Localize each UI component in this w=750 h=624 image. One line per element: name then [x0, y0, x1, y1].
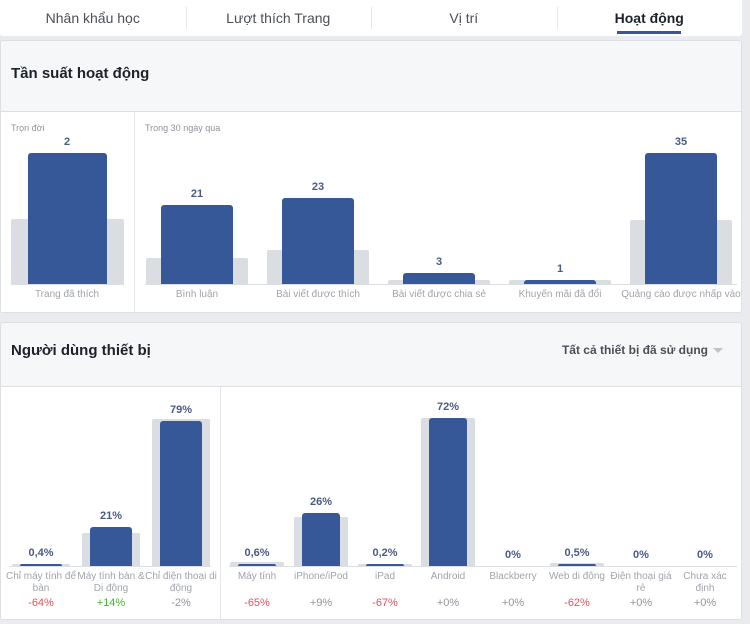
- value-label: 0%: [505, 549, 521, 561]
- value-bar: [558, 564, 596, 566]
- value-bar: [160, 420, 202, 566]
- value-bar: [366, 564, 404, 566]
- value-label: 72%: [436, 401, 460, 414]
- value-label: 0%: [697, 549, 713, 561]
- category-label: Khuyến mãi đã đổi: [518, 289, 602, 300]
- change-label: +0%: [501, 597, 525, 609]
- category-label: Chỉ máy tính để bàn: [5, 571, 77, 594]
- value-label: 26%: [309, 495, 333, 508]
- value-bar: [90, 527, 132, 566]
- tab-activity[interactable]: Hoạt động: [556, 0, 743, 36]
- divider: [220, 387, 221, 619]
- card-header: Người dùng thiết bị Tất cả thiết bị đã s…: [1, 323, 741, 387]
- category-label: iPhone/iPod: [294, 571, 348, 582]
- change-label: -67%: [372, 597, 398, 609]
- card-title: Tần suất hoạt động: [11, 65, 150, 82]
- category-label: Máy tính bàn & Di động: [77, 571, 145, 594]
- device-filter-label: Tất cả thiết bị đã sử dụng: [561, 343, 708, 357]
- value-label: 21: [190, 188, 204, 201]
- tab-demographics[interactable]: Nhân khẩu học: [45, 10, 140, 26]
- value-bar: [238, 564, 276, 566]
- device-filter-dropdown[interactable]: Tất cả thiết bị đã sử dụng: [562, 343, 723, 357]
- change-label: +9%: [309, 597, 333, 609]
- value-label: 0,4%: [28, 547, 54, 559]
- category-label: Chỉ điện thoại di động: [145, 571, 217, 594]
- caret-down-icon: [713, 348, 723, 354]
- category-label: Chưa xác định: [683, 571, 727, 594]
- change-label: -2%: [171, 597, 191, 609]
- category-label: Web di động: [549, 571, 605, 582]
- value-label: 79%: [169, 403, 193, 416]
- value-label: 23: [311, 180, 325, 193]
- category-label: iPad: [374, 571, 395, 582]
- card-header: Tần suất hoạt động: [1, 41, 741, 112]
- change-label: +0%: [629, 597, 653, 609]
- value-label: 21%: [99, 510, 123, 523]
- value-bar: [20, 564, 62, 566]
- benchmark-bar: [230, 561, 284, 566]
- change-label: -65%: [244, 597, 270, 609]
- card-title: Người dùng thiết bị: [11, 342, 151, 359]
- category-label: Android: [430, 571, 466, 582]
- value-label: 0,5%: [564, 547, 590, 559]
- category-label: Bình luận: [175, 289, 219, 300]
- change-label: +0%: [693, 597, 717, 609]
- value-label: 0,6%: [244, 547, 270, 559]
- device-users-card: Người dùng thiết bị Tất cả thiết bị đã s…: [0, 322, 742, 620]
- value-label: 1: [556, 263, 564, 276]
- value-label: 0%: [633, 549, 649, 561]
- value-label: 3: [435, 255, 443, 268]
- change-label: -64%: [28, 597, 54, 609]
- category-label: Bài viết được chia sẻ: [392, 289, 486, 300]
- value-bar: [282, 197, 354, 284]
- divider: [134, 112, 135, 312]
- tab-bar: Nhân khẩu học Lượt thích Trang Vị trí Ho…: [0, 0, 742, 36]
- value-label: 0,2%: [372, 547, 398, 559]
- tab-page-likes[interactable]: Lượt thích Trang: [185, 0, 372, 36]
- value-label: 35: [674, 136, 688, 149]
- change-label: +14%: [96, 597, 126, 609]
- value-bar: [645, 153, 717, 284]
- value-bar: [524, 280, 596, 284]
- value-label: 2: [63, 136, 71, 148]
- tab-location[interactable]: Vị trí: [371, 0, 557, 36]
- value-bar: [27, 153, 107, 284]
- category-label: Máy tính: [237, 571, 277, 582]
- change-label: -62%: [564, 597, 590, 609]
- value-bar: [161, 205, 233, 284]
- baseline: [229, 566, 737, 567]
- value-bar: [302, 512, 340, 566]
- value-bar: [403, 272, 475, 284]
- lifetime-label: Trọn đời: [11, 123, 45, 133]
- value-bar: [429, 418, 467, 566]
- category-label: Điện thoại giá rẻ: [610, 571, 672, 594]
- baseline: [9, 566, 211, 567]
- last-30-days-label: Trong 30 ngày qua: [145, 123, 221, 133]
- category-label: Quảng cáo được nhấp vào: [621, 289, 741, 300]
- category-label: Blackberry: [489, 571, 537, 582]
- baseline: [11, 284, 124, 285]
- baseline: [145, 284, 737, 285]
- activity-frequency-card: Tần suất hoạt động Trọn đời Trong 30 ngà…: [0, 40, 742, 313]
- change-label: +0%: [436, 597, 460, 609]
- category-label: Bài viết được thích: [276, 289, 360, 300]
- category-label: Trang đã thích: [34, 289, 100, 300]
